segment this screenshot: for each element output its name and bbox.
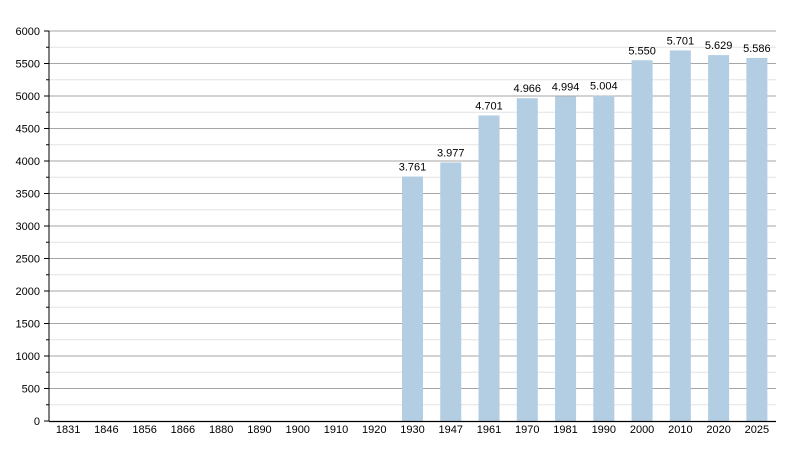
data-label: 5.004 [590, 81, 618, 93]
x-tick-label: 1866 [171, 424, 195, 436]
x-tick-label: 1910 [324, 424, 348, 436]
x-tick-label: 2000 [630, 424, 654, 436]
y-tick-label: 1000 [16, 351, 40, 363]
data-label: 5.586 [743, 43, 771, 55]
y-tick-labels: 0 500 1000 1500 2000 2500 3000 3500 4000 4500 5000… [16, 26, 40, 428]
y-tick-label: 0 [34, 416, 40, 428]
bar [555, 96, 577, 421]
y-tick-label: 5500 [16, 59, 40, 71]
x-tick-label: 1990 [592, 424, 616, 436]
x-tick-label: 1880 [209, 424, 233, 436]
x-tick-label: 2020 [706, 424, 730, 436]
y-tick-label: 5000 [16, 91, 40, 103]
x-tick-label: 1856 [132, 424, 156, 436]
y-tick-label: 1500 [16, 319, 40, 331]
data-label: 5.629 [705, 40, 733, 52]
bars [402, 50, 768, 422]
bar [593, 95, 615, 422]
bar [708, 55, 730, 422]
data-label: 4.966 [514, 83, 542, 95]
axes [44, 30, 776, 423]
y-tick-label: 3500 [16, 189, 40, 201]
x-tick-label: 2025 [745, 424, 769, 436]
bar [516, 98, 538, 422]
bar [478, 115, 500, 421]
bar [746, 57, 768, 421]
x-tick-label: 1831 [56, 424, 80, 436]
bar [402, 176, 423, 421]
data-label: 5.550 [628, 45, 656, 57]
data-label: 4.701 [475, 100, 503, 112]
data-label: 4.994 [552, 81, 580, 93]
y-tick-label: 2000 [16, 286, 40, 298]
y-tick-label: 3000 [16, 221, 40, 233]
x-tick-label: 1846 [94, 424, 118, 436]
y-tick-label: 6000 [16, 26, 40, 38]
x-tick-label: 2010 [668, 424, 692, 436]
x-tick-label: 1920 [362, 424, 386, 436]
x-tick-label: 1900 [285, 424, 309, 436]
data-labels: 3.761 3.977 4.701 4.966 4.994 5.004 5.550 5.701… [399, 35, 771, 173]
y-tick-label: 4500 [16, 124, 40, 136]
y-tick-label: 2500 [16, 254, 40, 266]
x-tick-label: 1970 [515, 424, 539, 436]
x-tick-label: 1890 [247, 424, 271, 436]
x-tick-label: 1930 [400, 424, 424, 436]
data-label: 5.701 [667, 35, 695, 47]
data-label: 3.977 [437, 147, 465, 159]
bar [631, 60, 653, 421]
x-tick-label: 1947 [439, 424, 463, 436]
x-tick-labels: 1831 1846 1856 1866 1880 1890 1900 1910 1920 1930… [56, 424, 769, 436]
x-tick-label: 1961 [477, 424, 501, 436]
bar [669, 50, 691, 422]
y-tick-label: 4000 [16, 156, 40, 168]
bar [440, 162, 462, 421]
data-label: 3.761 [399, 162, 427, 174]
x-tick-label: 1981 [553, 424, 577, 436]
y-tick-label: 500 [22, 384, 40, 396]
